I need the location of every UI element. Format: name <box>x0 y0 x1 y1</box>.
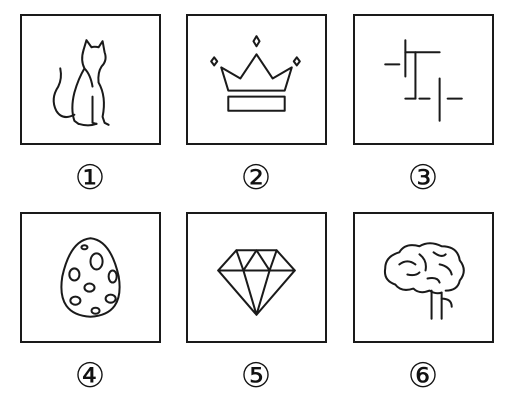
panel-3 <box>353 14 494 145</box>
panel-number: ④ <box>74 356 106 396</box>
diamond-icon <box>217 249 296 316</box>
panel-number: ⑥ <box>407 356 439 396</box>
crown-icon <box>210 35 301 112</box>
panel-number: ① <box>74 158 106 198</box>
panel-2 <box>186 14 327 145</box>
panel-4 <box>20 212 161 343</box>
panel-number: ② <box>240 158 272 198</box>
panel-number: ⑤ <box>240 356 272 396</box>
panel-1 <box>20 14 161 145</box>
panel-number: ③ <box>407 158 439 198</box>
panel-5 <box>186 212 327 343</box>
line-pattern-icon <box>384 39 463 122</box>
spotted-egg-icon <box>60 237 121 318</box>
brain-icon <box>383 242 465 320</box>
cat-icon <box>52 39 110 127</box>
panel-6 <box>353 212 494 343</box>
